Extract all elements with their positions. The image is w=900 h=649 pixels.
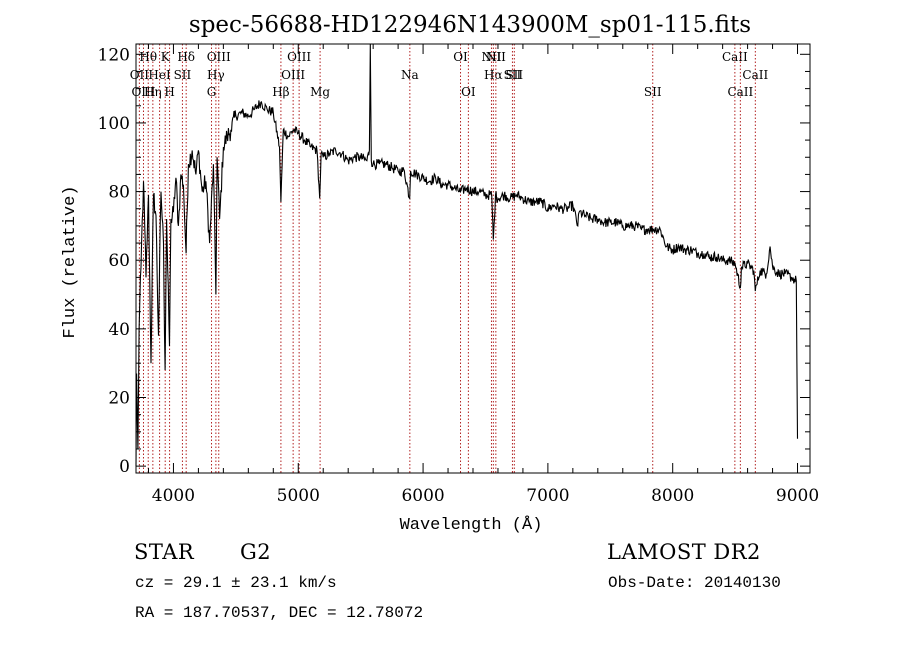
y-tick-label: 120 bbox=[98, 45, 130, 65]
line-marker-label: Mg bbox=[310, 85, 330, 99]
line-marker-label: CaII bbox=[722, 50, 748, 64]
y-tick-label: 60 bbox=[108, 251, 130, 271]
line-marker-label: SII bbox=[504, 68, 522, 82]
line-marker-label: Hβ bbox=[272, 85, 289, 99]
x-tick-label: 6000 bbox=[401, 486, 444, 506]
redshift-value: cz = 29.1 ± 23.1 km/s bbox=[135, 574, 337, 592]
y-axis-label: Flux (relative) bbox=[61, 185, 80, 338]
line-marker-label: CaII bbox=[727, 85, 753, 99]
x-tick-label: 5000 bbox=[277, 486, 320, 506]
x-tick-label: 4000 bbox=[152, 486, 195, 506]
line-marker-label: Na bbox=[401, 68, 419, 82]
line-marker-label: SII bbox=[174, 68, 192, 82]
y-tick-label: 80 bbox=[108, 183, 130, 203]
line-marker-label: SII bbox=[644, 85, 662, 99]
emission-line-markers: OIIOIIIHθHηHeIKHSIIHδGHγOIIIHβOIIIOIIIMg… bbox=[130, 44, 768, 473]
y-tick-label: 100 bbox=[98, 114, 130, 134]
object-class: STAR bbox=[134, 540, 195, 564]
line-marker-label: K bbox=[161, 50, 171, 64]
line-marker-label: Hδ bbox=[177, 50, 195, 64]
line-marker-label: OI bbox=[453, 50, 468, 64]
line-marker-label: Hη bbox=[144, 85, 162, 99]
line-marker-label: Hθ bbox=[139, 50, 157, 64]
y-tick-label: 40 bbox=[108, 320, 130, 340]
x-tick-label: 7000 bbox=[526, 486, 569, 506]
line-marker-label: OII bbox=[130, 68, 150, 82]
line-marker-label: NII bbox=[481, 50, 501, 64]
line-marker-label: OI bbox=[461, 85, 476, 99]
survey-name: LAMOST DR2 bbox=[607, 540, 761, 564]
y-tick-label: 20 bbox=[108, 388, 130, 408]
line-marker-label: OIII bbox=[287, 50, 311, 64]
line-marker-label: OIII bbox=[281, 68, 305, 82]
x-tick-label: 9000 bbox=[776, 486, 819, 506]
line-marker-label: SII bbox=[505, 68, 523, 82]
line-marker-label: CaII bbox=[742, 68, 768, 82]
chart-title: spec-56688-HD122946N143900M_sp01-115.fit… bbox=[189, 12, 751, 38]
y-tick-label: 0 bbox=[119, 457, 130, 477]
axes-ticks: 4000 5000 6000 7000 8000 9000 0 20 40 60 80 100 120 bbox=[98, 44, 819, 506]
x-axis-label: Wavelength (Å) bbox=[400, 516, 543, 535]
line-marker-label: NII bbox=[486, 50, 506, 64]
line-marker-label: H bbox=[164, 85, 174, 99]
observation-date: Obs-Date: 20140130 bbox=[608, 574, 781, 592]
spectrum-series bbox=[135, 43, 799, 467]
spectrum-line bbox=[135, 43, 799, 467]
line-marker-label: Hγ bbox=[207, 68, 225, 82]
line-marker-label: HeI bbox=[148, 68, 171, 82]
coordinates: RA = 187.70537, DEC = 12.78072 bbox=[135, 604, 424, 622]
spectral-subclass: G2 bbox=[240, 540, 272, 564]
line-marker-label: G bbox=[207, 85, 217, 99]
x-tick-label: 8000 bbox=[651, 486, 694, 506]
line-marker-label: OIII bbox=[207, 50, 231, 64]
line-marker-label: Hα bbox=[484, 68, 503, 82]
